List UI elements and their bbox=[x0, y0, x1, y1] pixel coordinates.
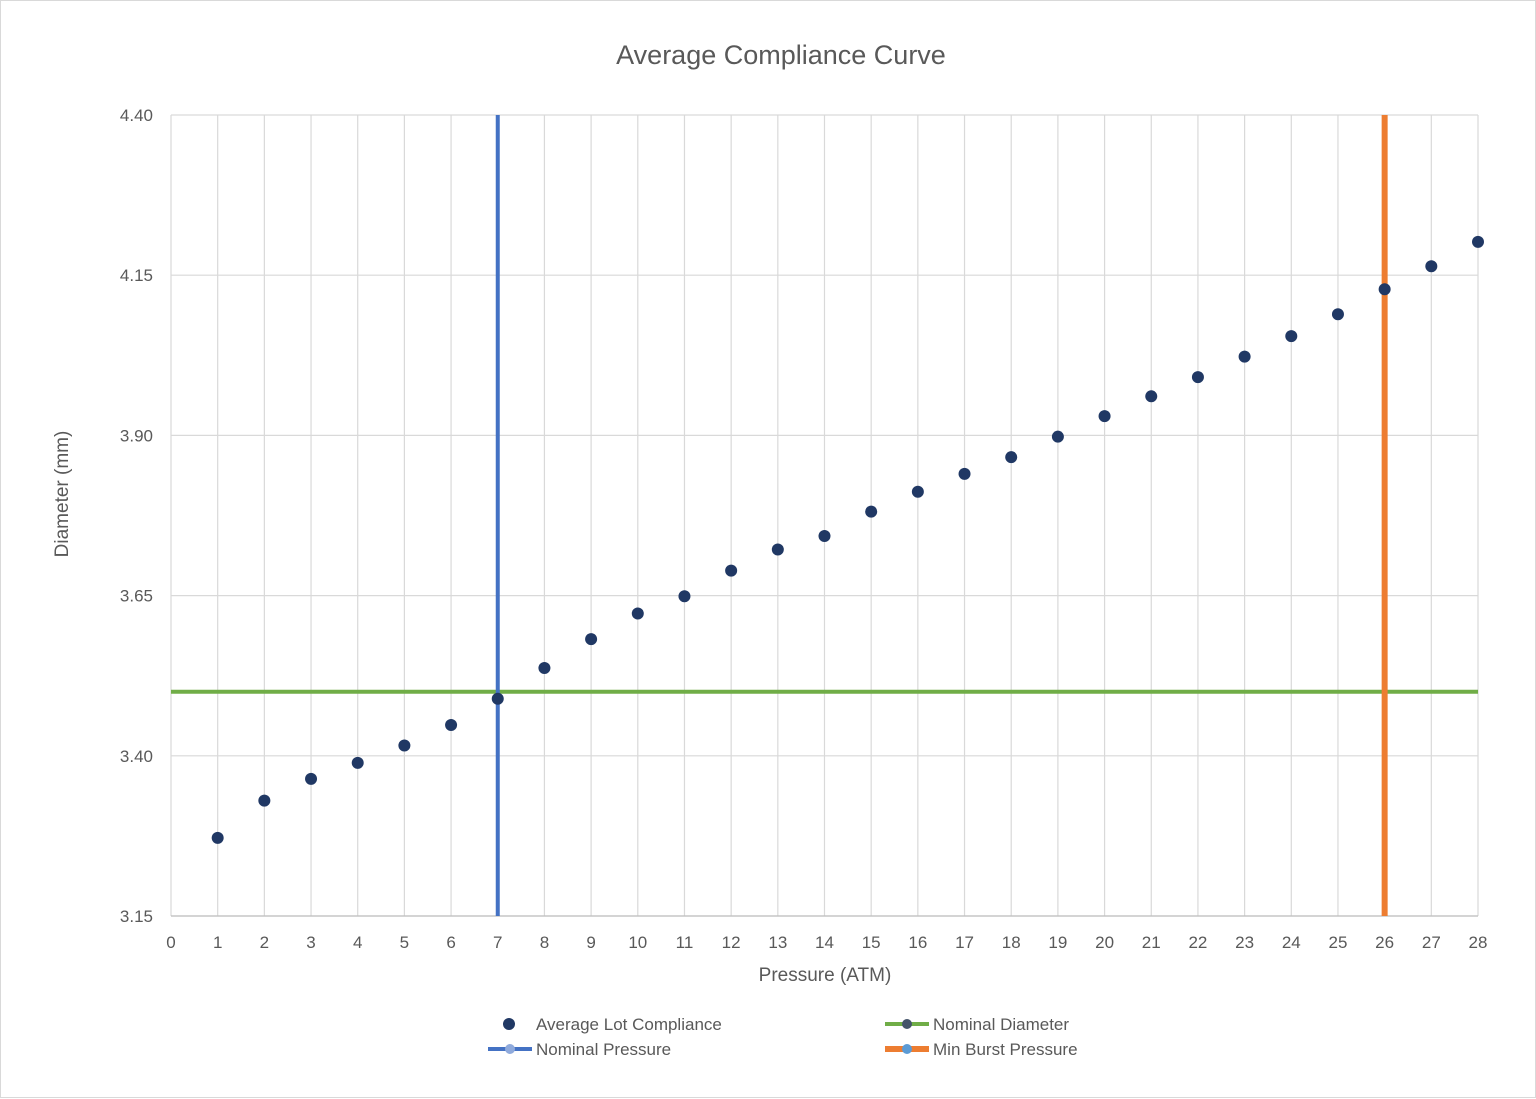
x-tick-label: 11 bbox=[676, 933, 694, 952]
x-tick-label: 8 bbox=[540, 933, 549, 952]
x-axis-title: Pressure (ATM) bbox=[759, 965, 892, 986]
x-tick-label: 17 bbox=[955, 933, 974, 952]
y-tick-label: 4.40 bbox=[120, 106, 153, 125]
data-point bbox=[958, 467, 971, 480]
data-point bbox=[211, 831, 224, 844]
y-tick-label: 4.15 bbox=[120, 266, 153, 285]
x-tick-label: 16 bbox=[908, 933, 927, 952]
legend: Average Lot Compliance Nominal Diameter No… bbox=[488, 1015, 1078, 1059]
data-point bbox=[1285, 330, 1298, 343]
data-point bbox=[585, 633, 598, 646]
legend-marker bbox=[503, 1018, 515, 1030]
x-tick-label: 6 bbox=[446, 933, 455, 952]
chart-title: Average Compliance Curve bbox=[616, 40, 946, 70]
x-tick-label: 7 bbox=[493, 933, 502, 952]
data-point bbox=[865, 505, 878, 518]
data-point bbox=[1331, 308, 1344, 321]
data-point bbox=[1098, 410, 1111, 423]
x-axis: 0 1 2 3 4 5 6 7 8 9 10 11 12 13 14 15 16 17 18 19 20 21 22 23 24… bbox=[166, 915, 1488, 952]
data-point bbox=[1145, 390, 1158, 403]
x-tick-label: 0 bbox=[166, 933, 175, 952]
y-tick-label: 3.65 bbox=[120, 587, 153, 606]
x-tick-label: 13 bbox=[768, 933, 787, 952]
x-tick-label: 12 bbox=[722, 933, 741, 952]
data-point bbox=[1425, 260, 1438, 273]
data-point bbox=[771, 543, 784, 556]
x-tick-label: 26 bbox=[1375, 933, 1394, 952]
data-point bbox=[911, 485, 924, 498]
data-point bbox=[1472, 235, 1484, 248]
data-point bbox=[398, 739, 411, 752]
data-point bbox=[678, 590, 691, 603]
legend-marker bbox=[505, 1044, 515, 1054]
x-tick-label: 20 bbox=[1095, 933, 1114, 952]
data-point bbox=[445, 719, 458, 732]
x-tick-label: 14 bbox=[815, 933, 834, 952]
reference-lines bbox=[171, 115, 1478, 916]
data-point bbox=[725, 564, 738, 577]
data-point bbox=[1238, 350, 1251, 363]
x-tick-label: 23 bbox=[1235, 933, 1254, 952]
x-tick-label: 10 bbox=[628, 933, 647, 952]
y-axis-title: Diameter (mm) bbox=[52, 431, 73, 558]
x-tick-label: 9 bbox=[586, 933, 595, 952]
x-tick-label: 24 bbox=[1282, 933, 1301, 952]
data-point bbox=[1051, 430, 1064, 443]
legend-label: Average Lot Compliance bbox=[536, 1015, 722, 1034]
x-tick-label: 15 bbox=[862, 933, 881, 952]
data-point bbox=[1378, 283, 1391, 296]
legend-label: Min Burst Pressure bbox=[933, 1040, 1078, 1059]
y-tick-label: 3.90 bbox=[120, 426, 153, 445]
legend-marker bbox=[902, 1019, 912, 1029]
x-tick-label: 19 bbox=[1048, 933, 1067, 952]
x-tick-label: 21 bbox=[1142, 933, 1161, 952]
y-tick-label: 3.15 bbox=[120, 907, 153, 926]
legend-label: Nominal Diameter bbox=[933, 1015, 1069, 1034]
x-tick-label: 1 bbox=[213, 933, 222, 952]
x-tick-label: 18 bbox=[1002, 933, 1021, 952]
x-tick-label: 28 bbox=[1469, 933, 1488, 952]
data-point bbox=[491, 692, 504, 705]
data-point bbox=[305, 772, 318, 785]
x-tick-label: 3 bbox=[306, 933, 315, 952]
data-point bbox=[538, 662, 551, 675]
legend-item: Nominal Pressure bbox=[488, 1040, 671, 1059]
x-tick-label: 5 bbox=[400, 933, 409, 952]
legend-item: Nominal Diameter bbox=[885, 1015, 1069, 1034]
data-point bbox=[1191, 371, 1204, 384]
x-tick-label: 25 bbox=[1329, 933, 1348, 952]
data-point bbox=[818, 530, 831, 543]
x-tick-label: 2 bbox=[260, 933, 269, 952]
legend-item: Average Lot Compliance bbox=[503, 1015, 722, 1034]
data-points bbox=[211, 235, 1484, 844]
data-point bbox=[1005, 451, 1018, 464]
x-tick-label: 22 bbox=[1188, 933, 1207, 952]
y-axis: 3.15 3.40 3.65 3.90 4.15 4.40 bbox=[120, 106, 153, 926]
x-tick-label: 27 bbox=[1422, 933, 1441, 952]
vertical-gridlines bbox=[170, 115, 1479, 916]
data-point bbox=[258, 794, 271, 807]
legend-marker bbox=[902, 1044, 912, 1054]
data-point bbox=[631, 607, 644, 620]
legend-item: Min Burst Pressure bbox=[885, 1040, 1078, 1059]
legend-label: Nominal Pressure bbox=[536, 1040, 671, 1059]
data-point bbox=[351, 756, 364, 769]
x-tick-label: 4 bbox=[353, 933, 362, 952]
y-tick-label: 3.40 bbox=[120, 747, 153, 766]
